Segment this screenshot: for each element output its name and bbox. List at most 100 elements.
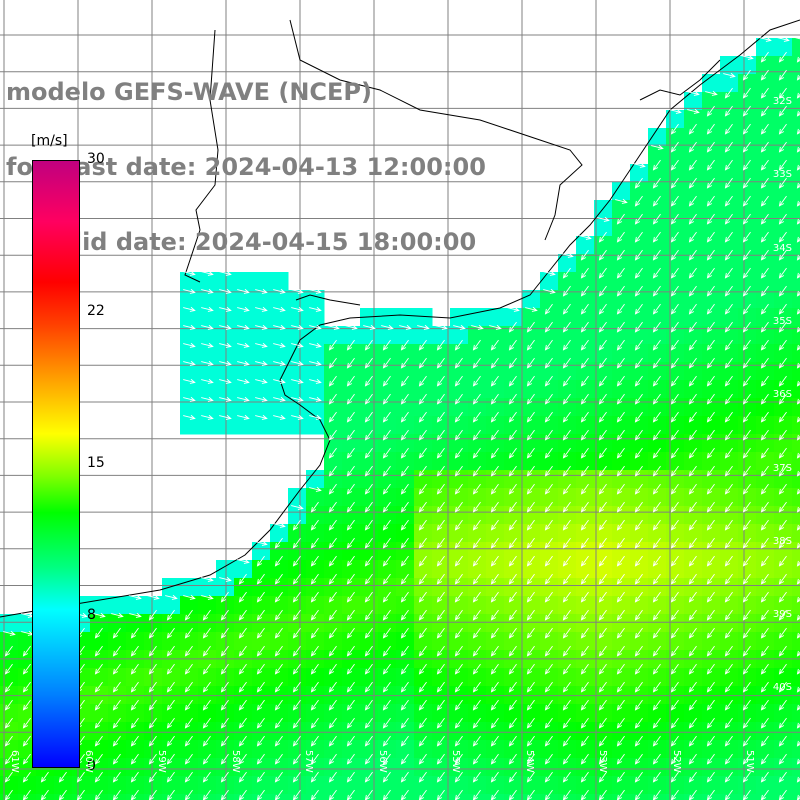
wind-arrow: [580, 753, 589, 765]
wind-arrow: [526, 627, 535, 639]
wind-cell: [468, 668, 487, 687]
wind-arrow: [148, 753, 157, 765]
wind-cell: [468, 434, 487, 453]
wind-cell: [522, 308, 541, 327]
wind-cell: [270, 308, 289, 327]
wind-cell: [756, 542, 775, 561]
wind-cell: [522, 488, 541, 507]
wind-arrow: [454, 663, 463, 675]
wind-arrow: [220, 627, 229, 639]
wind-arrow: [634, 573, 643, 585]
wind-arrow: [328, 393, 337, 405]
wind-arrow: [778, 375, 787, 387]
wind-cell: [756, 416, 775, 435]
wind-arrow: [418, 735, 427, 747]
wind-arrow: [220, 717, 229, 729]
wind-arrow: [418, 537, 427, 549]
wind-arrow: [760, 123, 769, 135]
wind-arrow: [670, 645, 679, 657]
wind-arrow: [255, 306, 268, 312]
wind-cell: [468, 578, 487, 597]
wind-cell: [684, 272, 703, 291]
colorbar-tick-15: 15: [87, 455, 105, 471]
wind-arrow: [346, 537, 355, 549]
wind-arrow: [652, 249, 661, 261]
wind-cell: [360, 398, 379, 417]
wind-cell: [576, 470, 595, 489]
wind-cell: [450, 362, 469, 381]
wind-cell: [738, 596, 757, 615]
wind-arrow: [634, 393, 643, 405]
wind-arrow: [688, 735, 697, 747]
wind-arrow: [256, 609, 265, 621]
wind-cell: [486, 776, 505, 795]
wind-cell: [216, 416, 235, 435]
wind-arrow: [454, 447, 463, 459]
wind-arrow: [634, 339, 643, 351]
wind-cell: [738, 488, 757, 507]
wind-arrow: [184, 699, 193, 711]
wind-arrow: [796, 254, 800, 261]
wind-arrow: [670, 753, 679, 765]
wind-arrow: [472, 573, 481, 585]
wind-cell: [198, 416, 217, 435]
wind-cell: [90, 740, 109, 759]
wind-cell: [738, 110, 757, 129]
wind-arrow: [742, 231, 751, 243]
wind-arrow: [633, 162, 646, 168]
wind-cell: [414, 614, 433, 633]
wind-arrow: [346, 753, 355, 765]
wind-arrow: [778, 51, 787, 63]
wind-arrow: [4, 717, 13, 729]
wind-arrow: [526, 735, 535, 747]
wind-arrow: [166, 627, 175, 639]
wind-arrow: [346, 393, 355, 405]
wind-arrow: [562, 411, 571, 423]
wind-arrow: [291, 414, 304, 420]
wind-arrow: [670, 501, 679, 513]
wind-arrow: [688, 465, 697, 477]
wind-arrow: [418, 339, 427, 351]
wind-cell: [558, 560, 577, 579]
wind-cell: [90, 722, 109, 741]
wind-cell: [378, 578, 397, 597]
wind-cell: [576, 506, 595, 525]
wind-cell: [684, 668, 703, 687]
wind-arrow: [670, 609, 679, 621]
wind-arrow: [526, 537, 535, 549]
wind-cell: [414, 758, 433, 777]
wind-cell: [756, 776, 775, 795]
wind-arrow: [309, 378, 322, 384]
wind-cell: [306, 758, 325, 777]
wind-cell: [738, 776, 757, 795]
wind-arrow: [309, 288, 322, 294]
wind-arrow: [328, 609, 337, 621]
wind-cell: [468, 326, 487, 345]
wind-arrow: [436, 735, 445, 747]
wind-arrow: [796, 776, 800, 783]
wind-arrow: [112, 663, 121, 675]
wind-arrow: [580, 249, 589, 261]
wind-cell: [648, 416, 667, 435]
wind-cell: [252, 272, 271, 291]
wind-cell: [468, 560, 487, 579]
wind-arrow: [742, 609, 751, 621]
wind-arrow: [688, 177, 697, 189]
wind-arrow: [652, 645, 661, 657]
wind-cell: [738, 794, 757, 800]
wind-arrow: [472, 699, 481, 711]
wind-cell: [234, 398, 253, 417]
wind-cell: [540, 578, 559, 597]
wind-cell: [108, 740, 127, 759]
wind-cell: [468, 776, 487, 795]
wind-arrow: [562, 555, 571, 567]
wind-cell: [234, 362, 253, 381]
wind-cell: [378, 596, 397, 615]
wind-arrow: [778, 735, 787, 747]
wind-cell: [738, 128, 757, 147]
wind-cell: [162, 704, 181, 723]
wind-arrow: [724, 681, 733, 693]
wind-cell: [720, 794, 739, 800]
wind-cell: [720, 74, 739, 93]
wind-cell: [648, 146, 667, 165]
